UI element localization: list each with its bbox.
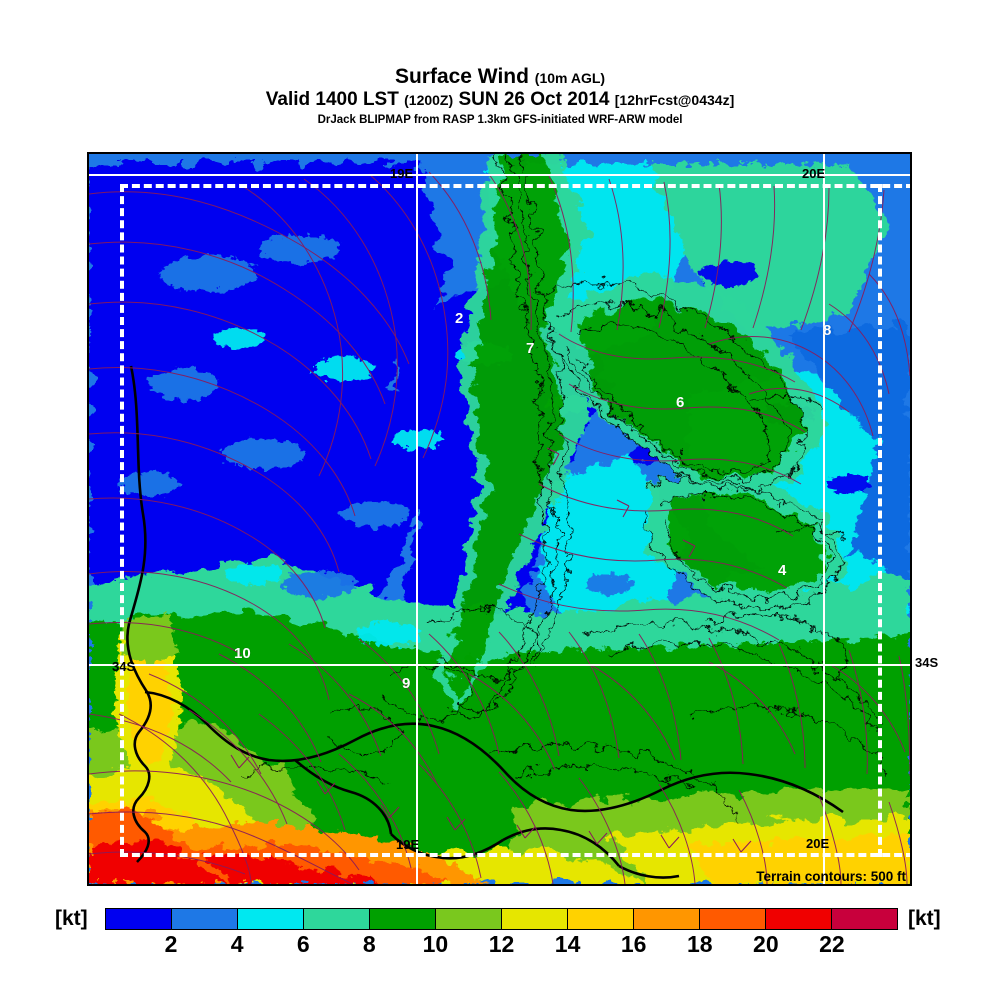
- colorbar-band-2: [237, 909, 303, 929]
- colorbar-gradient[interactable]: [105, 908, 898, 930]
- colorbar-band-11: [831, 909, 897, 929]
- valid-time-line: Valid 1400 LST (1200Z) SUN 26 Oct 2014 […: [0, 89, 1000, 111]
- colorbar-band-7: [567, 909, 633, 929]
- colorbar-tick: 14: [554, 931, 581, 957]
- gridline-lat-top: [89, 174, 910, 176]
- title-suffix: (10m AGL): [534, 70, 606, 86]
- terrain-contour-note: Terrain contours: 500 ft: [756, 869, 906, 884]
- map-value-label: 8: [823, 322, 832, 339]
- map-value-label: 4: [778, 562, 787, 579]
- colorbar-tick: 2: [164, 931, 178, 957]
- map-value-label: 10: [234, 645, 251, 662]
- domain-box-bottom: [120, 853, 910, 857]
- colorbar-legend: [kt] [kt] 2 4 6 8 10 12 14 16 18 20 22: [0, 905, 1000, 965]
- title-text: Surface Wind: [394, 65, 529, 88]
- valid-zulu-time: (1200Z): [404, 92, 454, 109]
- lon-label-19e-top: 19E: [390, 166, 414, 181]
- lon-label-20e-top: 20E: [802, 166, 826, 181]
- gridline-lon-20e: [823, 154, 825, 884]
- forecast-tag: [12hrFcst@0434z]: [614, 92, 735, 109]
- map-value-label: 6: [676, 394, 685, 411]
- lat-label-34s-right: 34S: [915, 655, 939, 670]
- map-value-label: 9: [402, 675, 411, 692]
- weather-map[interactable]: Terrain contours: 500 ft: [87, 152, 912, 886]
- colorbar-tick: 20: [753, 931, 779, 957]
- colorbar-band-5: [435, 909, 501, 929]
- colorbar-band-10: [765, 909, 831, 929]
- colorbar-band-8: [633, 909, 699, 929]
- colorbar-unit-right: [kt]: [908, 907, 941, 930]
- colorbar-tick: 6: [296, 931, 310, 957]
- map-value-label: 2: [455, 310, 464, 327]
- lon-label-20e-bottom: 20E: [806, 836, 830, 851]
- domain-box-top: [120, 184, 910, 188]
- colorbar-band-6: [501, 909, 567, 929]
- colorbar-band-4: [369, 909, 435, 929]
- colorbar-tick: 8: [362, 931, 376, 957]
- valid-date: SUN 26 Oct 2014: [458, 89, 610, 111]
- colorbar-tick: 18: [686, 931, 713, 957]
- page-title: Surface Wind (10m AGL): [0, 65, 1000, 88]
- chart-title-block: Surface Wind (10m AGL) Valid 1400 LST (1…: [0, 65, 1000, 126]
- gridline-lon-19e: [416, 154, 418, 884]
- colorbar-tick: 4: [230, 931, 244, 957]
- gridline-lat-34s: [89, 664, 910, 666]
- colorbar-band-1: [171, 909, 237, 929]
- lon-label-19e-bottom: 19E: [396, 837, 420, 852]
- domain-box-right: [878, 184, 882, 857]
- model-source-line: DrJack BLIPMAP from RASP 1.3km GFS-initi…: [317, 113, 683, 126]
- map-value-label: 7: [526, 340, 535, 357]
- colorbar-band-9: [699, 909, 765, 929]
- colorbar-band-0: [106, 909, 171, 929]
- colorbar-tick: 16: [620, 931, 647, 957]
- valid-local-time: Valid 1400 LST: [265, 89, 399, 111]
- lat-label-34s-left: 34S: [112, 659, 136, 674]
- colorbar-unit-left: [kt]: [55, 907, 88, 930]
- colorbar-band-3: [303, 909, 369, 929]
- wind-speed-field: [89, 154, 910, 884]
- colorbar-tick: 10: [422, 931, 449, 957]
- colorbar-tick: 22: [819, 931, 845, 957]
- domain-box-left: [120, 184, 124, 857]
- colorbar-tick: 12: [488, 931, 515, 957]
